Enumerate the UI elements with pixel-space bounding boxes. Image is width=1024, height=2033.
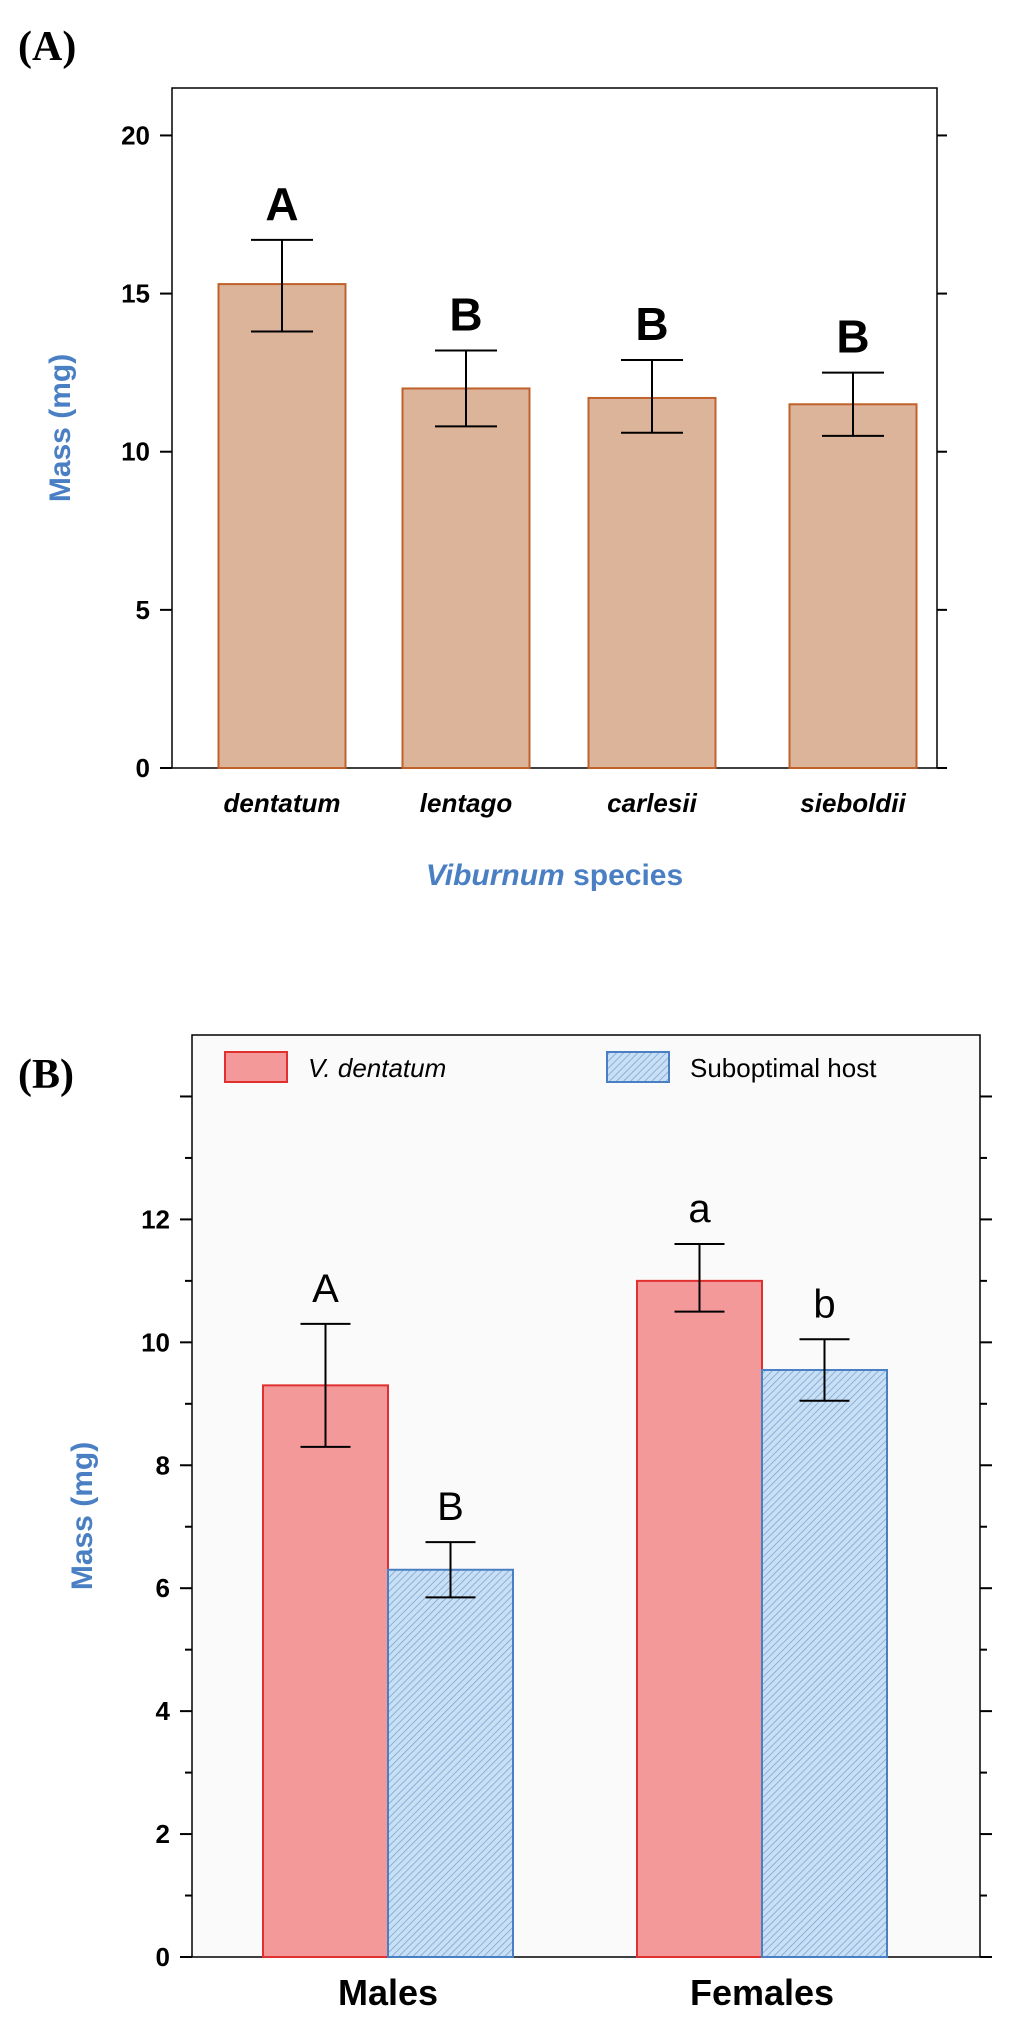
- x-axis-title-italic: Viburnum: [426, 859, 565, 892]
- significance-label: b: [813, 1282, 835, 1326]
- legend-swatch-series-1: [224, 1051, 288, 1083]
- y-axis-title: Mass (mg): [44, 354, 77, 502]
- y-tick-label: 2: [156, 1819, 170, 1849]
- significance-label: A: [265, 178, 298, 230]
- y-tick-label: 6: [156, 1573, 170, 1603]
- y-tick-label: 0: [156, 1942, 170, 1972]
- significance-label: B: [836, 311, 869, 363]
- category-label-sieboldii: sieboldii: [800, 788, 906, 818]
- y-tick-label: 10: [121, 437, 150, 467]
- y-tick-label: 12: [141, 1204, 170, 1234]
- category-label-males: Males: [338, 1972, 438, 2013]
- panel-b-plot-area: 0 2 4 6 8 10 12 A B Males a b Females V. dentatum Subo…: [66, 1034, 992, 2013]
- y-tick-label: 4: [156, 1696, 171, 1726]
- legend: V. dentatum Suboptimal host: [224, 1051, 877, 1083]
- legend-swatch-series-2: [606, 1051, 670, 1083]
- y-tick-label: 20: [121, 120, 150, 150]
- x-axis-title: Viburnum species: [426, 859, 683, 892]
- bar-lentago: [401, 387, 531, 769]
- bar-dentatum: [217, 283, 347, 769]
- significance-label: B: [635, 298, 668, 350]
- significance-label: B: [449, 289, 482, 341]
- bar-females-series-1: [636, 1279, 763, 1959]
- panel-b-label: (B): [18, 1052, 74, 1098]
- category-label-carlesii: carlesii: [607, 788, 697, 818]
- category-label-females: Females: [690, 1972, 834, 2013]
- bar-females-series-2: [761, 1368, 888, 1958]
- bar-carlesii: [587, 396, 717, 769]
- y-tick-label: 10: [141, 1327, 170, 1357]
- category-label-lentago: lentago: [420, 788, 513, 818]
- significance-label: A: [312, 1267, 339, 1311]
- significance-label: a: [688, 1187, 711, 1231]
- y-tick-label: 15: [121, 279, 150, 309]
- category-label-dentatum: dentatum: [224, 788, 341, 818]
- y-axis-title: Mass (mg): [66, 1442, 99, 1590]
- legend-label-series-2: Suboptimal host: [690, 1053, 877, 1083]
- y-tick-label: 0: [136, 753, 150, 783]
- legend-label-series-1: V. dentatum: [308, 1053, 446, 1083]
- bar-males-series-1: [262, 1384, 389, 1958]
- panel-b: (B) 0 2 4 6 8 10 12 A B Males a b Females V. dentatum…: [18, 1034, 992, 2013]
- bar-sieboldii: [788, 403, 918, 769]
- y-tick-label: 8: [156, 1450, 170, 1480]
- bar-males-series-2: [387, 1568, 514, 1958]
- panel-a-label: (A): [18, 24, 76, 70]
- x-axis-title-rest: species: [565, 859, 683, 892]
- y-tick-label: 5: [136, 595, 150, 625]
- significance-label: B: [437, 1485, 464, 1529]
